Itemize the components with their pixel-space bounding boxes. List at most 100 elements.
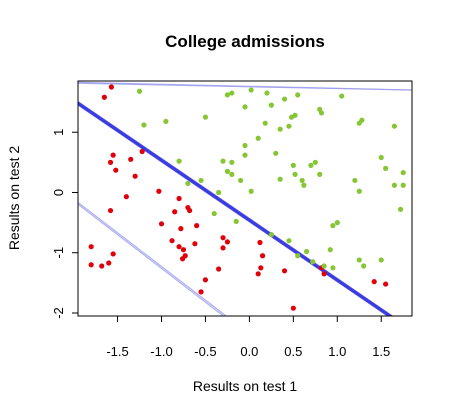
plot-frame xyxy=(77,80,413,317)
point-s1-23 xyxy=(391,123,398,129)
point-s0-0 xyxy=(108,84,114,90)
point-s1-19 xyxy=(262,120,268,126)
point-s1-64 xyxy=(330,265,336,271)
point-s0-9 xyxy=(88,244,94,250)
point-s1-38 xyxy=(224,168,231,174)
point-s1-1 xyxy=(141,122,147,128)
x-tick-label-2: -0.5 xyxy=(194,344,216,359)
point-s0-22 xyxy=(178,226,184,232)
point-s0-36 xyxy=(259,253,266,259)
point-s0-14 xyxy=(139,148,145,155)
point-s1-10 xyxy=(295,92,301,98)
point-s1-46 xyxy=(299,177,305,184)
point-s1-45 xyxy=(277,176,283,182)
point-s1-16 xyxy=(292,112,298,118)
point-s0-42 xyxy=(321,271,327,277)
point-s0-40 xyxy=(290,305,296,311)
x-axis-label: Results on test 1 xyxy=(193,378,297,394)
point-s0-7 xyxy=(123,194,129,200)
point-s1-47 xyxy=(301,182,307,188)
point-s1-0 xyxy=(136,88,143,94)
point-s0-37 xyxy=(258,265,264,271)
point-s0-29 xyxy=(220,235,226,241)
point-s1-42 xyxy=(185,180,191,187)
point-s0-12 xyxy=(106,260,112,266)
point-s0-1 xyxy=(101,94,107,100)
point-s0-21 xyxy=(194,223,200,229)
point-s0-34 xyxy=(216,266,222,272)
point-s1-41 xyxy=(198,177,204,184)
point-s1-32 xyxy=(308,162,314,168)
point-s0-4 xyxy=(113,167,119,173)
point-s1-49 xyxy=(356,188,362,194)
point-s1-35 xyxy=(378,154,384,161)
point-s1-43 xyxy=(216,189,222,196)
point-s1-7 xyxy=(264,90,270,96)
boundary-line-2-0 xyxy=(78,203,224,316)
point-s1-8 xyxy=(268,102,274,108)
x-tick-label-6: 1.5 xyxy=(372,344,390,359)
point-s0-44 xyxy=(383,281,389,287)
point-s0-25 xyxy=(180,247,187,253)
point-s1-33 xyxy=(312,159,318,165)
point-s1-5 xyxy=(229,90,235,96)
point-s0-32 xyxy=(202,277,209,283)
point-s1-26 xyxy=(242,152,248,158)
point-s0-43 xyxy=(371,279,377,285)
point-s1-31 xyxy=(292,171,298,177)
y-tick-label-0: -2 xyxy=(51,307,66,319)
y-tick-label-3: 1 xyxy=(51,129,66,136)
point-s1-28 xyxy=(229,159,235,165)
point-s0-15 xyxy=(156,188,162,194)
point-s1-20 xyxy=(255,135,261,141)
y-tick-label-2: 0 xyxy=(51,189,66,196)
x-tick-label-4: 0.5 xyxy=(284,344,302,359)
x-tick-label-3: 0.0 xyxy=(240,344,258,359)
data-points xyxy=(88,84,406,311)
point-s1-4 xyxy=(224,92,231,98)
chart-title: College admissions xyxy=(165,32,325,51)
point-s1-54 xyxy=(330,223,336,229)
point-s1-30 xyxy=(290,162,296,168)
point-s0-17 xyxy=(176,195,182,202)
point-s1-61 xyxy=(310,259,316,265)
point-s1-51 xyxy=(400,182,406,188)
x-tick-label-0: -1.5 xyxy=(106,344,128,359)
point-s0-30 xyxy=(224,239,231,245)
point-s1-62 xyxy=(321,263,327,269)
point-s1-55 xyxy=(211,210,217,217)
point-s1-17 xyxy=(286,123,292,129)
point-s1-13 xyxy=(339,93,345,99)
point-s0-28 xyxy=(192,241,198,247)
boundary-line-1-1 xyxy=(78,81,412,91)
point-s1-9 xyxy=(281,96,288,102)
boundary-line-0-11 xyxy=(78,101,393,316)
point-s1-14 xyxy=(242,104,248,110)
point-s1-65 xyxy=(356,257,362,263)
point-s1-6 xyxy=(248,87,254,93)
point-s0-8 xyxy=(107,207,114,214)
point-s1-48 xyxy=(352,177,358,184)
point-s1-18 xyxy=(277,126,283,132)
point-s0-16 xyxy=(158,221,165,227)
point-s1-50 xyxy=(391,182,398,188)
point-s1-40 xyxy=(238,177,244,184)
point-s1-58 xyxy=(286,238,292,244)
boundary-line-2-1 xyxy=(78,201,227,316)
point-s0-6 xyxy=(132,173,138,179)
x-axis: -1.5 -1.0 -0.5 0.0 0.5 1.0 1.5 xyxy=(106,316,390,359)
point-s1-22 xyxy=(359,117,365,123)
x-tick-label-1: -1.0 xyxy=(150,344,172,359)
point-s1-67 xyxy=(378,257,384,263)
x-tick-label-5: 1.0 xyxy=(328,344,346,359)
point-s1-56 xyxy=(233,218,239,224)
point-s0-3 xyxy=(107,159,114,165)
point-s0-31 xyxy=(220,245,226,251)
point-s1-39 xyxy=(229,171,235,177)
point-s0-33 xyxy=(198,289,204,295)
point-s1-29 xyxy=(176,158,182,164)
point-s1-66 xyxy=(361,263,367,269)
point-s0-5 xyxy=(128,156,134,162)
point-s1-37 xyxy=(400,169,406,176)
